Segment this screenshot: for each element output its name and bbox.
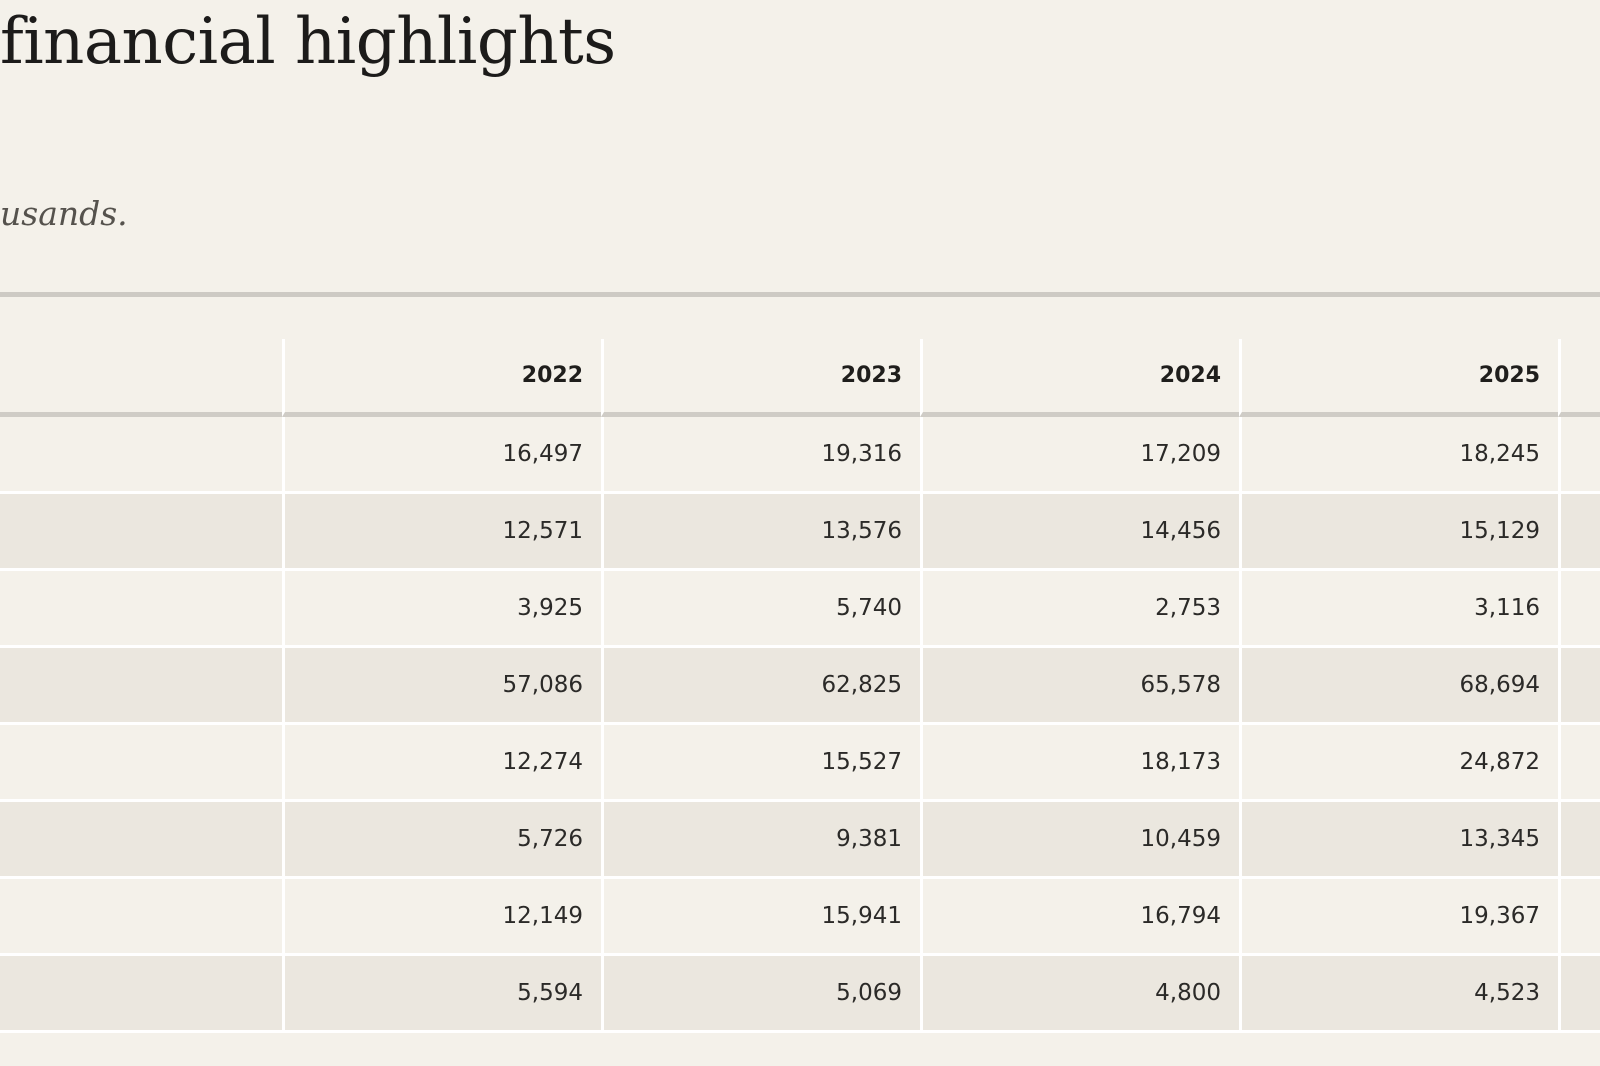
cell-2023: 9,381 xyxy=(601,802,920,879)
row-label xyxy=(0,725,282,802)
cell-2025: 4,523 xyxy=(1239,956,1558,1033)
page-title: financial highlights xyxy=(0,5,616,79)
cell-2023: 13,576 xyxy=(601,494,920,571)
row-label xyxy=(0,879,282,956)
cell-2022: 12,571 xyxy=(282,494,601,571)
cell-2024: 18,173 xyxy=(920,725,1239,802)
table-row: 16,497 19,316 17,209 18,245 xyxy=(0,417,1600,494)
cell-2023: 15,527 xyxy=(601,725,920,802)
cell-2024: 17,209 xyxy=(920,417,1239,494)
column-header-label xyxy=(0,339,282,417)
cell-2024: 10,459 xyxy=(920,802,1239,879)
cell-2023: 19,316 xyxy=(601,417,920,494)
table-row: 12,149 15,941 16,794 19,367 xyxy=(0,879,1600,956)
cell-2022: 5,726 xyxy=(282,802,601,879)
cell-overflow xyxy=(1558,879,1600,956)
cell-2024: 2,753 xyxy=(920,571,1239,648)
cell-overflow xyxy=(1558,648,1600,725)
cell-2025: 19,367 xyxy=(1239,879,1558,956)
column-header-2022: 2022 xyxy=(282,339,601,417)
column-header-2024: 2024 xyxy=(920,339,1239,417)
row-label xyxy=(0,417,282,494)
table-header-row: 2022 2023 2024 2025 xyxy=(0,339,1600,417)
cell-2023: 62,825 xyxy=(601,648,920,725)
table-row: 3,925 5,740 2,753 3,116 xyxy=(0,571,1600,648)
cell-2025: 3,116 xyxy=(1239,571,1558,648)
cell-2024: 4,800 xyxy=(920,956,1239,1033)
row-label xyxy=(0,802,282,879)
row-label xyxy=(0,956,282,1033)
column-header-overflow xyxy=(1558,339,1600,417)
cell-2025: 13,345 xyxy=(1239,802,1558,879)
column-header-2023: 2023 xyxy=(601,339,920,417)
cell-overflow xyxy=(1558,417,1600,494)
cell-2022: 5,594 xyxy=(282,956,601,1033)
cell-2022: 12,149 xyxy=(282,879,601,956)
cell-2024: 65,578 xyxy=(920,648,1239,725)
cell-2022: 12,274 xyxy=(282,725,601,802)
table-row: 12,274 15,527 18,173 24,872 xyxy=(0,725,1600,802)
cell-2024: 14,456 xyxy=(920,494,1239,571)
cell-2022: 57,086 xyxy=(282,648,601,725)
financial-highlights-table: 2022 2023 2024 2025 16,497 19,316 17,209… xyxy=(0,339,1600,1033)
cell-2023: 5,069 xyxy=(601,956,920,1033)
cell-2024: 16,794 xyxy=(920,879,1239,956)
table-row: 57,086 62,825 65,578 68,694 xyxy=(0,648,1600,725)
table-row: 12,571 13,576 14,456 15,129 xyxy=(0,494,1600,571)
cell-2025: 15,129 xyxy=(1239,494,1558,571)
table-row: 5,726 9,381 10,459 13,345 xyxy=(0,802,1600,879)
cell-overflow xyxy=(1558,571,1600,648)
cell-2023: 15,941 xyxy=(601,879,920,956)
cell-2025: 24,872 xyxy=(1239,725,1558,802)
cell-overflow xyxy=(1558,802,1600,879)
cell-2025: 68,694 xyxy=(1239,648,1558,725)
column-header-2025: 2025 xyxy=(1239,339,1558,417)
units-note: usands. xyxy=(0,194,128,233)
row-label xyxy=(0,571,282,648)
row-label xyxy=(0,648,282,725)
cell-2022: 16,497 xyxy=(282,417,601,494)
table-row: 5,594 5,069 4,800 4,523 xyxy=(0,956,1600,1033)
cell-overflow xyxy=(1558,494,1600,571)
row-label xyxy=(0,494,282,571)
section-divider xyxy=(0,292,1600,297)
cell-2023: 5,740 xyxy=(601,571,920,648)
cell-overflow xyxy=(1558,725,1600,802)
cell-2022: 3,925 xyxy=(282,571,601,648)
cell-overflow xyxy=(1558,956,1600,1033)
cell-2025: 18,245 xyxy=(1239,417,1558,494)
